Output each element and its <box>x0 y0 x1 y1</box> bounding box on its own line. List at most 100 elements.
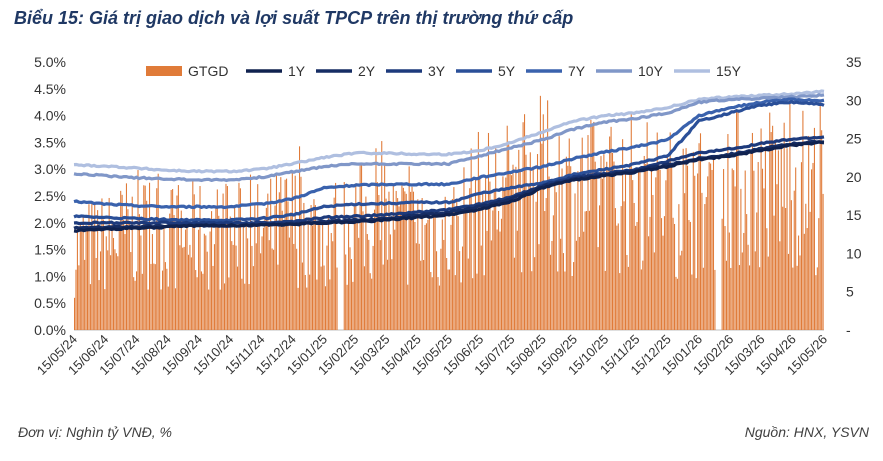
bar-gtgd <box>483 275 485 330</box>
bar-gtgd <box>515 166 517 330</box>
bar-gtgd <box>588 210 590 330</box>
bar-gtgd <box>470 148 472 330</box>
bar-gtgd <box>228 277 230 330</box>
bar-gtgd <box>813 127 815 330</box>
chart-title: Biểu 15: Giá trị giao dịch và lợi suất T… <box>14 8 574 28</box>
y-left-tick-label: 1.0% <box>34 268 66 284</box>
bar-gtgd <box>642 260 644 330</box>
bar-gtgd <box>200 271 202 330</box>
bar-gtgd <box>273 249 275 330</box>
bar-gtgd <box>534 257 536 330</box>
bar-gtgd <box>685 148 687 330</box>
bar-gtgd <box>79 223 81 330</box>
bar-gtgd <box>785 208 787 330</box>
bar-gtgd <box>173 215 175 330</box>
bar-gtgd <box>536 154 539 330</box>
bar-gtgd <box>705 197 707 330</box>
bar-gtgd <box>386 259 389 330</box>
bar-gtgd <box>265 207 267 330</box>
bar-gtgd <box>388 191 390 330</box>
bar-gtgd <box>378 195 380 330</box>
bar-gtgd <box>177 185 179 330</box>
bar-gtgd <box>649 216 651 330</box>
bar-gtgd <box>782 206 784 330</box>
bar-gtgd <box>219 289 221 330</box>
bar-gtgd <box>120 190 122 330</box>
bar-gtgd <box>284 179 286 330</box>
y-left-tick-label: 3.0% <box>34 161 66 177</box>
bar-gtgd <box>274 205 276 330</box>
bar-gtgd <box>410 191 412 330</box>
bar-gtgd <box>125 183 127 330</box>
bar-gtgd <box>392 184 394 330</box>
bar-gtgd <box>822 193 824 330</box>
bar-gtgd <box>353 206 355 330</box>
bar-gtgd <box>261 236 263 330</box>
bar-gtgd <box>236 266 239 330</box>
bar-gtgd <box>496 229 498 330</box>
bar-gtgd <box>187 254 190 330</box>
legend-item-15y: 15Y <box>674 63 742 79</box>
bar-gtgd <box>319 225 321 330</box>
bar-gtgd <box>257 184 259 330</box>
bar-gtgd <box>666 154 668 330</box>
bar-gtgd <box>424 224 426 330</box>
bar-gtgd <box>453 187 455 330</box>
bar-gtgd <box>174 288 177 330</box>
bar-gtgd <box>803 233 805 330</box>
line-series-1y <box>73 140 825 233</box>
bar-gtgd <box>157 173 159 330</box>
bar-gtgd <box>614 208 616 330</box>
bar-gtgd <box>323 265 325 330</box>
bar-gtgd <box>787 253 790 330</box>
bar-gtgd <box>398 206 400 330</box>
bar-gtgd <box>764 146 766 330</box>
y-left-tick-label: 5.0% <box>34 54 66 70</box>
bar-gtgd <box>235 245 237 330</box>
bar-gtgd <box>278 192 280 330</box>
bar-gtgd <box>466 212 468 330</box>
bar-gtgd <box>521 272 523 330</box>
bar-gtgd <box>538 244 540 330</box>
bar-gtgd <box>808 135 810 330</box>
bar-gtgd <box>303 202 305 330</box>
bar-gtgd <box>449 269 451 330</box>
bar-gtgd <box>423 260 425 330</box>
bar-gtgd <box>712 157 715 330</box>
bar-gtgd <box>431 277 433 330</box>
bar-gtgd <box>761 168 764 330</box>
bar-gtgd <box>723 169 725 330</box>
bar-gtgd <box>676 278 678 330</box>
bar-gtgd <box>617 223 619 330</box>
bar-gtgd <box>456 198 458 330</box>
bar-gtgd <box>793 190 795 330</box>
bar-gtgd <box>300 176 302 330</box>
bar-gtgd <box>172 189 174 330</box>
bar-gtgd <box>811 169 813 330</box>
bar-gtgd <box>75 269 77 330</box>
bar-gtgd <box>198 229 200 330</box>
bar-gtgd <box>567 165 569 330</box>
bar-gtgd <box>498 210 500 330</box>
bar-gtgd <box>425 223 427 330</box>
bar-gtgd <box>711 169 713 330</box>
bar-gtgd <box>754 251 756 330</box>
bar-gtgd <box>489 181 491 330</box>
bar-gtgd <box>741 252 743 330</box>
bar-gtgd <box>606 161 608 330</box>
bar-gtgd <box>362 211 364 330</box>
bar-gtgd <box>613 161 615 330</box>
bar-gtgd <box>438 285 440 330</box>
bar-gtgd <box>401 185 403 330</box>
bar-gtgd <box>573 262 575 330</box>
bar-gtgd <box>640 269 642 330</box>
bar-gtgd <box>286 178 288 330</box>
bar-gtgd <box>604 270 606 330</box>
bar-gtgd <box>372 245 374 330</box>
bar-gtgd <box>330 233 332 330</box>
bar-gtgd <box>702 267 704 330</box>
bar-gtgd <box>645 164 647 330</box>
bar-gtgd <box>180 210 182 330</box>
bar-gtgd <box>420 260 422 330</box>
legend: GTGD 1Y 2Y 3Y 5Y 7Y 10Y 15Y <box>146 63 742 79</box>
